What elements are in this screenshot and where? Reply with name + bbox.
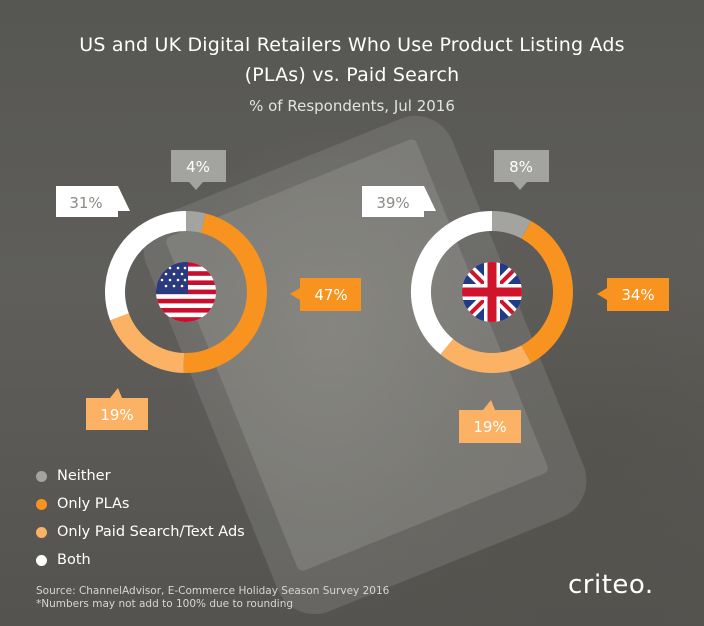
uk-callout-both: 39% [362, 186, 436, 217]
uk-label-neither: 8% [509, 158, 533, 176]
legend-label-neither: Neither [57, 468, 111, 484]
us-label-only-paid-search: 19% [100, 406, 133, 424]
legend-swatch-only-paid-search [36, 526, 47, 538]
us-segment-both [105, 211, 187, 321]
uk-label-only-plas: 34% [621, 286, 654, 304]
source-note: Source: ChannelAdvisor, E-Commerce Holid… [36, 585, 389, 611]
chart-subtitle: % of Respondents, Jul 2016 [249, 97, 455, 115]
us-callout-only-plas: 47% [290, 278, 361, 311]
legend-swatch-only-plas [36, 498, 47, 510]
legend: Neither Only PLAs Only Paid Search/Text … [36, 462, 245, 574]
legend-label-both: Both [57, 552, 91, 568]
logo-dot: . [644, 570, 654, 600]
uk-segment-both [411, 211, 493, 355]
footnote-line: *Numbers may not add to 100% due to roun… [36, 598, 294, 610]
legend-swatch-neither [36, 470, 47, 482]
legend-item-only-paid-search: Only Paid Search/Text Ads [36, 518, 245, 546]
us-callout-neither: 4% [171, 150, 226, 190]
us-callout-both: 31% [56, 186, 130, 217]
uk-callout-only-plas: 34% [597, 278, 669, 311]
title-line-2: (PLAs) vs. Paid Search [244, 64, 460, 86]
uk-callout-neither: 8% [494, 150, 549, 190]
source-line: Source: ChannelAdvisor, E-Commerce Holid… [36, 585, 390, 597]
legend-swatch-both [36, 554, 47, 566]
logo-text: criteo [568, 570, 645, 600]
uk-segment-only-plas [521, 221, 573, 363]
criteo-logo: criteo. [568, 570, 654, 600]
legend-item-neither: Neither [36, 462, 245, 490]
legend-item-both: Both [36, 546, 245, 574]
uk-label-only-paid-search: 19% [473, 418, 506, 436]
uk-label-both: 39% [376, 194, 409, 212]
us-label-both: 31% [69, 194, 102, 212]
us-segment-only-plas [183, 213, 267, 373]
legend-label-only-plas: Only PLAs [57, 496, 130, 512]
us-label-only-plas: 47% [314, 286, 347, 304]
us-segment-neither [185, 211, 206, 233]
uk-callout-only-paid-search: 19% [459, 400, 521, 443]
us-segment-only-paid-search [110, 312, 185, 373]
legend-item-only-plas: Only PLAs [36, 490, 245, 518]
us-callout-only-paid-search: 19% [86, 388, 148, 430]
uk-segment-only-paid-search [440, 338, 532, 373]
uk-segment-neither [491, 211, 532, 239]
us-donut [105, 211, 267, 373]
legend-label-only-paid-search: Only Paid Search/Text Ads [57, 524, 245, 540]
us-flag-icon [156, 262, 216, 322]
uk-donut [411, 211, 573, 373]
title-line-1: US and UK Digital Retailers Who Use Prod… [79, 34, 625, 56]
uk-flag-icon [462, 262, 522, 322]
us-label-neither: 4% [186, 158, 210, 176]
chart-title: US and UK Digital Retailers Who Use Prod… [0, 30, 704, 90]
